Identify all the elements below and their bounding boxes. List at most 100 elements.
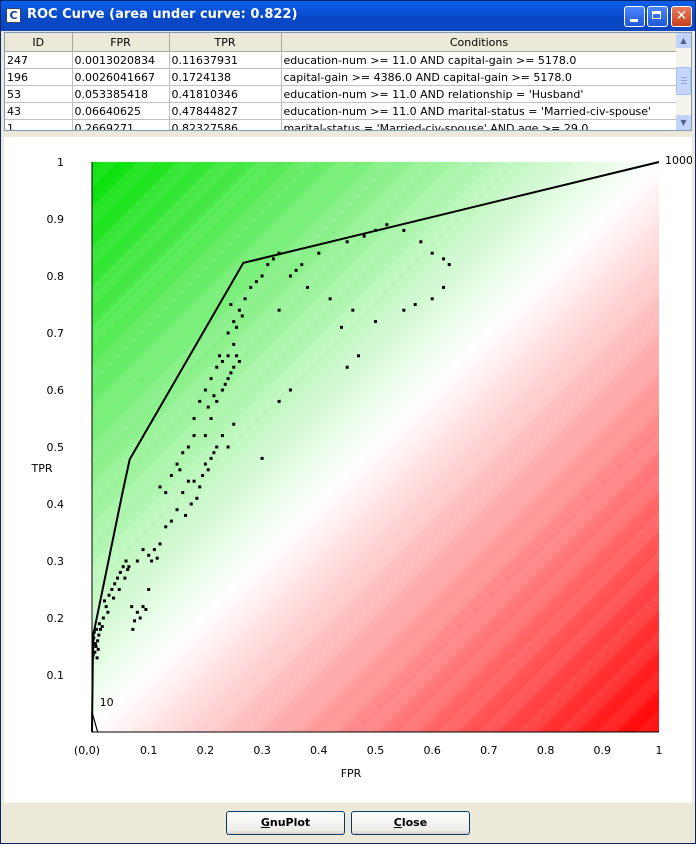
data-point <box>203 388 207 392</box>
data-point <box>277 399 281 403</box>
y-tick-label: 1 <box>57 156 64 169</box>
gnuplot-label-rest: nuPlot <box>269 816 311 829</box>
data-point <box>131 627 135 631</box>
data-point <box>181 451 185 455</box>
scroll-down-button[interactable]: ▼ <box>676 115 691 130</box>
data-point <box>158 485 162 489</box>
y-tick-label: 0.2 <box>47 612 65 625</box>
data-point <box>118 570 122 574</box>
table-vertical-scrollbar[interactable]: ▲ ▼ <box>676 33 691 130</box>
column-header-id[interactable]: ID <box>5 33 73 52</box>
column-header-conditions[interactable]: Conditions <box>281 33 678 52</box>
cell-id: 1 <box>5 119 73 130</box>
title-bar[interactable]: C ROC Curve (area under curve: 0.822) ✕ <box>1 1 695 31</box>
data-point <box>232 342 236 346</box>
y-tick-label: 0.8 <box>47 270 65 283</box>
data-point <box>317 251 321 255</box>
cell-fpr: 0.06640625 <box>72 102 170 120</box>
scroll-thumb[interactable] <box>676 67 691 95</box>
minimize-icon <box>630 19 638 22</box>
column-header-fpr[interactable]: FPR <box>72 33 170 52</box>
data-point <box>135 559 139 563</box>
data-point <box>339 325 343 329</box>
chart-annotations: 1000 10 <box>100 154 693 709</box>
grip-line <box>681 83 687 84</box>
data-point <box>260 274 264 278</box>
data-point <box>254 280 258 284</box>
table-row[interactable]: 43 0.06640625 0.47844827 education-num >… <box>5 102 678 120</box>
x-tick-label: 0.3 <box>253 744 271 757</box>
data-point <box>141 605 145 609</box>
plot-bands <box>92 162 659 732</box>
maximize-button[interactable] <box>647 6 668 27</box>
data-point <box>235 354 239 358</box>
data-point <box>288 388 292 392</box>
data-point <box>206 405 210 409</box>
data-point <box>419 240 423 244</box>
data-point <box>288 274 292 278</box>
data-point <box>215 399 219 403</box>
scroll-up-button[interactable]: ▲ <box>676 33 691 48</box>
data-point <box>294 268 298 272</box>
data-point <box>328 297 332 301</box>
roc-hull-tail <box>91 711 99 733</box>
arrow-down-icon: ▼ <box>680 118 687 127</box>
data-point <box>447 263 451 267</box>
data-point <box>229 371 233 375</box>
x-tick-label: 1 <box>656 744 663 757</box>
data-point <box>96 639 100 643</box>
data-point <box>155 556 159 560</box>
grip-line <box>681 77 687 78</box>
data-point <box>130 605 134 609</box>
data-point <box>192 434 196 438</box>
data-point <box>147 588 151 591</box>
gnuplot-button[interactable]: GnuPlot <box>226 811 345 835</box>
chart-annotation: 10 <box>100 696 114 709</box>
table-row[interactable]: 53 0.053385418 0.41810346 education-num … <box>5 85 678 103</box>
data-point <box>226 445 230 449</box>
table-row[interactable]: 1 0.2669271 0.82327586 marital-status = … <box>5 119 678 130</box>
data-point <box>135 610 139 614</box>
y-tick-label: 0.5 <box>47 441 65 454</box>
cell-fpr: 0.2669271 <box>72 119 170 130</box>
y-tick-label: 0.7 <box>47 327 65 340</box>
data-point <box>203 462 207 466</box>
data-point <box>232 422 236 426</box>
chart-annotation: 1000 <box>665 154 692 167</box>
data-point <box>198 399 202 403</box>
data-point <box>351 308 355 312</box>
y-axis-label: TPR <box>31 462 53 475</box>
cell-conditions: education-num >= 11.0 AND capital-gain >… <box>281 51 678 69</box>
data-point <box>362 234 366 238</box>
data-point <box>277 308 281 312</box>
x-tick-label: 0.8 <box>537 744 555 757</box>
data-point <box>106 610 110 614</box>
close-label-rest: lose <box>401 816 428 829</box>
minimize-button[interactable] <box>624 6 645 27</box>
table-row[interactable]: 247 0.0013020834 0.11637931 education-nu… <box>5 51 678 69</box>
data-point <box>110 588 114 591</box>
table-row[interactable]: 196 0.0026041667 0.1724138 capital-gain … <box>5 68 678 86</box>
data-point <box>94 645 98 648</box>
data-point <box>100 625 104 629</box>
roc-convex-hull <box>91 161 660 733</box>
close-button[interactable]: Close <box>351 811 470 835</box>
data-point <box>93 650 97 654</box>
cell-tpr: 0.82327586 <box>169 119 282 130</box>
data-point <box>95 627 99 631</box>
close-window-button[interactable]: ✕ <box>671 6 692 27</box>
cell-id: 196 <box>5 68 73 86</box>
data-point <box>203 434 207 438</box>
data-point <box>116 576 120 580</box>
roc-plot-panel: (0,0) 0.1 0.2 0.3 0.4 0.5 0.6 0.7 0.8 0.9 1 0.1 0.2… <box>4 137 693 803</box>
data-point <box>178 468 182 472</box>
data-point <box>249 285 253 289</box>
column-header-tpr[interactable]: TPR <box>169 33 282 52</box>
data-point <box>152 548 156 552</box>
data-point <box>212 394 216 398</box>
data-point <box>113 582 117 586</box>
cell-id: 53 <box>5 85 73 103</box>
cell-conditions: capital-gain >= 4386.0 AND capital-gain … <box>281 68 678 86</box>
x-tick-label: 0.7 <box>480 744 498 757</box>
